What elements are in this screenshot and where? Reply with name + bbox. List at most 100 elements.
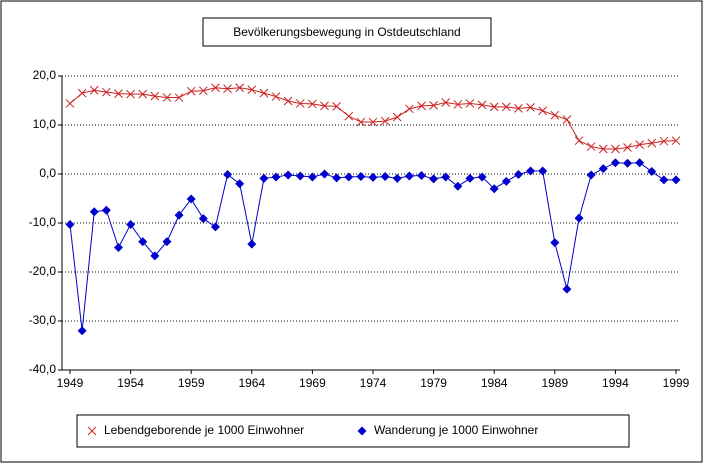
marker-shape (586, 170, 596, 180)
x-marker (65, 99, 75, 108)
marker-stroke (295, 99, 305, 108)
marker-shape (513, 169, 523, 179)
diamond-marker (416, 170, 426, 180)
x-marker (271, 92, 281, 101)
x-marker (332, 102, 341, 111)
x-marker (247, 85, 257, 95)
x-marker (550, 110, 560, 120)
diamond-marker (113, 243, 123, 252)
diamond-marker (368, 172, 378, 182)
legend-label: Wanderung je 1000 Einwohner (374, 423, 538, 437)
marker-shape (610, 158, 620, 168)
marker-stroke (611, 144, 620, 154)
x-marker (489, 102, 499, 112)
diamond-marker (671, 175, 681, 185)
diamond-marker (271, 172, 281, 182)
x-marker (102, 87, 111, 97)
y-tick-label: 10,0 (33, 117, 57, 131)
marker-stroke (526, 103, 535, 112)
diamond-marker (247, 239, 257, 249)
diamond-marker (126, 219, 136, 229)
marker-shape (477, 172, 487, 182)
diamond-marker (307, 172, 317, 182)
marker-shape (453, 181, 463, 191)
x-marker (320, 101, 329, 111)
diamond-marker (513, 169, 523, 179)
marker-stroke (344, 111, 354, 121)
marker-shape (150, 251, 160, 261)
diamond-marker (538, 166, 548, 176)
x-marker (465, 99, 475, 108)
marker-stroke (647, 138, 657, 148)
marker-shape (283, 170, 293, 180)
marker-shape (162, 237, 172, 247)
diamond-marker (526, 166, 536, 176)
diamond-marker (404, 171, 414, 181)
marker-shape (101, 205, 111, 215)
marker-stroke (477, 100, 487, 110)
marker-shape (198, 214, 208, 224)
y-tick-label: 20,0 (33, 68, 57, 82)
marker-stroke (586, 142, 596, 151)
diamond-marker (174, 210, 184, 220)
marker-stroke (441, 98, 451, 107)
marker-stroke (247, 85, 257, 95)
diamond-marker (186, 194, 196, 204)
marker-stroke (320, 101, 329, 111)
x-marker (308, 99, 317, 109)
marker-stroke (211, 83, 220, 93)
y-tick-label: 0,0 (39, 166, 56, 180)
diamond-marker (344, 172, 354, 182)
x-marker (356, 117, 366, 127)
legend-box (76, 414, 630, 448)
x-marker (211, 83, 220, 93)
y-tick-label: -40,0 (29, 362, 57, 376)
marker-stroke (259, 88, 269, 98)
x-marker (501, 102, 511, 112)
marker-shape (562, 284, 572, 294)
marker-stroke (65, 99, 75, 108)
marker-stroke (659, 136, 669, 146)
marker-stroke (102, 87, 111, 97)
marker-stroke (138, 89, 148, 99)
marker-stroke (271, 92, 281, 101)
marker-shape (489, 184, 499, 194)
x-marker (259, 88, 269, 98)
x-marker (114, 89, 123, 98)
marker-shape (647, 167, 657, 177)
marker-shape (210, 222, 220, 232)
marker-shape (501, 176, 511, 186)
marker-stroke (405, 104, 414, 114)
marker-stroke (465, 99, 475, 108)
marker-stroke (380, 116, 390, 126)
marker-shape (235, 179, 245, 189)
diamond-marker (138, 237, 148, 247)
diamond-marker (332, 173, 342, 183)
diamond-marker (453, 181, 463, 191)
marker-shape (380, 171, 390, 181)
x-marker (647, 138, 657, 148)
x-marker (514, 103, 523, 113)
x-marker (87, 426, 97, 436)
marker-stroke (635, 140, 644, 149)
marker-shape (77, 326, 87, 336)
x-marker (598, 144, 608, 154)
x-marker (671, 136, 681, 146)
x-marker (574, 136, 584, 146)
marker-shape (441, 172, 451, 182)
diamond-marker (429, 174, 439, 184)
x-tick-label: 1974 (360, 376, 387, 390)
x-marker (198, 86, 208, 96)
marker-stroke (198, 86, 208, 96)
marker-shape (465, 173, 475, 183)
x-marker (441, 98, 451, 107)
marker-stroke (368, 117, 378, 127)
x-marker (392, 112, 402, 122)
marker-shape (659, 175, 669, 185)
x-marker (344, 111, 354, 121)
marker-shape (574, 213, 584, 223)
marker-stroke (671, 136, 681, 146)
x-marker (562, 115, 572, 124)
marker-shape (138, 237, 148, 247)
diamond-marker (465, 173, 475, 183)
